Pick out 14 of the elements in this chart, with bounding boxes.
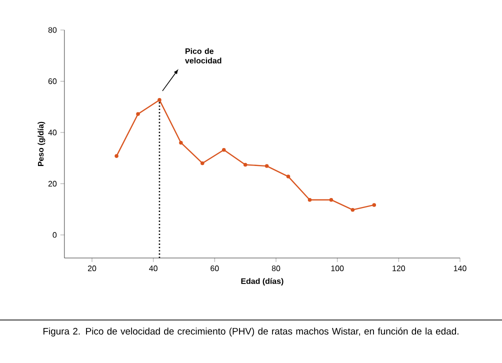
text: Figura 2. Pico de velocidad de crecimiento (PHV) de ratas machos Wistar, en función de la edad. <box>43 328 458 336</box>
point <box>308 198 312 202</box>
point <box>243 162 248 167</box>
point <box>200 161 204 166</box>
point <box>329 198 334 202</box>
point <box>179 140 183 145</box>
point <box>264 164 269 168</box>
point <box>158 98 162 102</box>
point <box>286 174 290 178</box>
point <box>136 112 140 116</box>
point <box>372 203 376 207</box>
point <box>222 148 226 152</box>
point <box>114 154 118 158</box>
point <box>350 208 355 212</box>
